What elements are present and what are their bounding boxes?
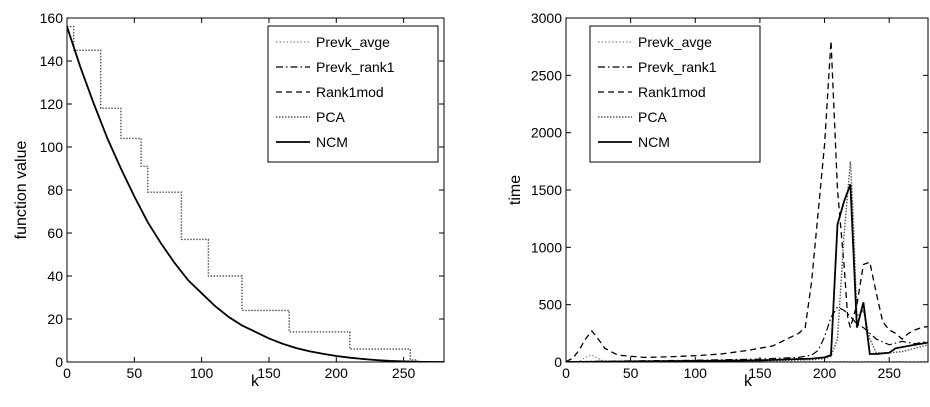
time-chart: 0 50 100 150 200 250050010001500200025003000 … <box>507 10 929 390</box>
y-tick-label: 500 <box>539 297 563 313</box>
legend-label: Prevk_avge <box>638 34 712 50</box>
x-axis-label: k <box>251 373 260 390</box>
y-tick-label: 140 <box>40 53 64 69</box>
legend-label: Prevk_rank1 <box>316 59 395 75</box>
legend-box <box>267 25 439 163</box>
legend-label: PCA <box>638 109 667 125</box>
y-tick-label: 1500 <box>531 182 562 198</box>
x-tick-label: 200 <box>813 365 837 381</box>
x-tick-label: 50 <box>127 365 143 381</box>
legend: Prevk_avge Prevk_rank1 Rank1mod PCA NCM <box>267 25 439 163</box>
y-tick-label: 20 <box>47 311 63 327</box>
x-tick-label: 200 <box>325 365 349 381</box>
function-value-chart: 0 50 100 150 200 250 0 20 40 60 80 100 120 140 160 k f… <box>13 10 445 390</box>
y-axis-label: function value <box>13 141 30 240</box>
series-line-prevk-rank1 <box>566 306 928 362</box>
legend-label: NCM <box>316 134 348 150</box>
y-tick-label: 2000 <box>531 125 562 141</box>
series-line-rank1mod <box>566 40 928 362</box>
series-line-ncm <box>67 26 444 362</box>
x-tick-label: 0 <box>63 365 71 381</box>
y-tick-label: 3000 <box>531 10 562 26</box>
legend-box <box>589 25 761 163</box>
legend-label: Rank1mod <box>316 84 384 100</box>
y-tick-label: 2500 <box>531 67 562 83</box>
x-tick-label: 100 <box>684 365 708 381</box>
legend-label: Prevk_rank1 <box>638 59 717 75</box>
x-tick-label: 100 <box>190 365 214 381</box>
y-tick-label: 0 <box>55 354 63 370</box>
x-axis-label: k <box>744 373 753 390</box>
series-line-ncm <box>566 183 928 362</box>
y-tick-label: 0 <box>554 354 562 370</box>
x-tick-label: 150 <box>748 365 772 381</box>
y-tick-label: 40 <box>47 268 63 284</box>
x-tick-label: 250 <box>392 365 416 381</box>
x-tick-label: 250 <box>878 365 902 381</box>
legend-label: PCA <box>316 109 345 125</box>
x-tick-label: 50 <box>623 365 639 381</box>
series-line-pca <box>67 25 444 362</box>
x-tick-label: 0 <box>562 365 570 381</box>
y-axis-label: time <box>507 175 524 205</box>
y-tick-label: 1000 <box>531 239 562 255</box>
legend-label: Rank1mod <box>638 84 706 100</box>
y-tick-label: 100 <box>40 139 64 155</box>
y-tick-label: 60 <box>47 225 63 241</box>
x-tick-label: 150 <box>257 365 281 381</box>
legend-label: NCM <box>638 134 670 150</box>
legend-label: Prevk_avge <box>316 34 390 50</box>
series-line-pca <box>566 161 928 362</box>
y-tick-label: 160 <box>40 10 64 26</box>
legend: Prevk_avge Prevk_rank1 Rank1mod PCA NCM <box>589 25 761 163</box>
y-tick-label: 80 <box>47 182 63 198</box>
y-tick-label: 120 <box>40 96 64 112</box>
